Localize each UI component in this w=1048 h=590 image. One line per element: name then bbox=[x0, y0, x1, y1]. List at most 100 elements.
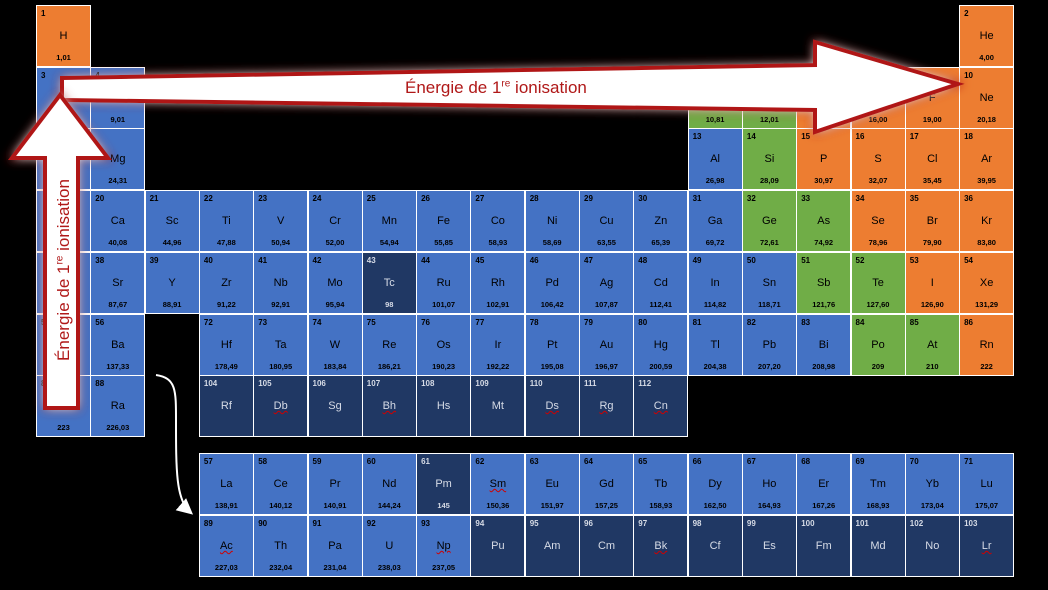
element-symbol: Ag bbox=[599, 276, 614, 289]
element-cell: 63 Eu 151,97 bbox=[524, 453, 580, 515]
atomic-mass: 144,24 bbox=[377, 501, 401, 510]
atomic-number: 97 bbox=[638, 519, 648, 528]
atomic-number: 62 bbox=[475, 457, 485, 466]
atomic-number: 76 bbox=[421, 317, 430, 327]
atomic-mass: 83,80 bbox=[977, 238, 996, 248]
atomic-number: 69 bbox=[855, 457, 865, 466]
element-cell: 31 Ga 69,72 bbox=[687, 190, 743, 253]
element-cell: 92 U 238,03 bbox=[361, 515, 417, 577]
element-cell: 105 Db bbox=[253, 375, 309, 438]
element-cell: 27 Co 58,93 bbox=[470, 190, 526, 253]
atomic-mass: 92,91 bbox=[271, 299, 291, 309]
element-cell: 13 Al 26,98 bbox=[687, 128, 743, 191]
element-cell: 75 Re 186,21 bbox=[361, 313, 417, 376]
element-symbol: Dy bbox=[708, 478, 722, 490]
atomic-number: 39 bbox=[149, 255, 159, 265]
atomic-number: 9 bbox=[909, 70, 915, 80]
element-cell: 39 Y 88,91 bbox=[144, 251, 200, 314]
atomic-number: 64 bbox=[584, 457, 593, 466]
atomic-number: 47 bbox=[584, 255, 593, 265]
element-cell: 26 Fe 55,85 bbox=[416, 190, 472, 253]
element-symbol: Es bbox=[762, 540, 776, 552]
element-cell: 14 Si 28,09 bbox=[741, 128, 797, 191]
element-symbol: Ho bbox=[762, 478, 777, 490]
atomic-number: 33 bbox=[801, 194, 811, 204]
element-symbol: Fm bbox=[815, 540, 832, 552]
element-symbol: Ni bbox=[546, 215, 558, 228]
atomic-mass: 164,93 bbox=[757, 501, 781, 510]
atomic-mass: 87,67 bbox=[108, 299, 128, 309]
element-symbol: Sg bbox=[328, 400, 342, 413]
element-symbol: Hf bbox=[220, 338, 232, 351]
atomic-mass: 52,00 bbox=[325, 238, 345, 248]
atomic-number: 66 bbox=[692, 457, 702, 466]
atomic-number: 94 bbox=[475, 519, 485, 528]
element-cell: 4 9,01 bbox=[90, 66, 146, 129]
atomic-mass: 138,91 bbox=[214, 501, 238, 510]
element-symbol: Te bbox=[872, 276, 884, 289]
element-symbol: Ga bbox=[707, 215, 723, 228]
atomic-mass: 9,01 bbox=[110, 114, 126, 124]
atomic-mass: 150,36 bbox=[486, 501, 510, 510]
atomic-number: 44 bbox=[421, 255, 430, 265]
atomic-number: 4 bbox=[95, 70, 100, 80]
element-cell: 100 Fm bbox=[796, 515, 852, 577]
element-cell: 10,81 bbox=[687, 66, 743, 129]
atomic-mass: 223 bbox=[57, 423, 70, 433]
element-symbol: Db bbox=[273, 400, 288, 413]
atomic-mass: 195,08 bbox=[540, 361, 564, 371]
element-cell: 112 Cn bbox=[633, 375, 689, 438]
atomic-mass: 118,71 bbox=[758, 299, 781, 309]
atomic-number: 3 bbox=[41, 70, 46, 80]
atomic-mass: 158,93 bbox=[649, 501, 673, 510]
element-cell: 21 Sc 44,96 bbox=[144, 190, 200, 253]
atomic-number: 49 bbox=[692, 255, 702, 265]
element-symbol: I bbox=[930, 276, 934, 289]
element-cell: 108 Hs bbox=[416, 375, 472, 438]
element-symbol: Bk bbox=[654, 540, 668, 552]
atomic-mass: 196,97 bbox=[595, 361, 618, 371]
element-cell: 2 He 4,00 bbox=[959, 5, 1015, 67]
atomic-mass: 200,59 bbox=[649, 361, 673, 371]
atomic-number: 91 bbox=[312, 519, 322, 528]
atomic-number: 92 bbox=[366, 519, 376, 528]
element-symbol: Cn bbox=[653, 400, 668, 413]
element-symbol: Al bbox=[710, 153, 720, 166]
element-symbol: Ra bbox=[110, 400, 125, 413]
atomic-number: 61 bbox=[421, 457, 430, 466]
element-symbol: Li bbox=[59, 91, 68, 104]
element-cell: 33 As 74,92 bbox=[796, 190, 852, 253]
atomic-number: 25 bbox=[366, 194, 376, 204]
element-symbol: Br bbox=[926, 215, 938, 228]
element-symbol: Si bbox=[764, 153, 775, 166]
atomic-mass: 140,91 bbox=[323, 501, 347, 510]
element-cell: 34 Se 78,96 bbox=[850, 190, 906, 253]
atomic-mass: 19,00 bbox=[922, 114, 942, 124]
element-cell: 40 Zr 91,22 bbox=[198, 251, 254, 314]
element-symbol: No bbox=[925, 540, 940, 552]
atomic-number: 35 bbox=[909, 194, 919, 204]
atomic-number: 63 bbox=[529, 457, 539, 466]
atomic-number: 20 bbox=[95, 194, 105, 204]
element-symbol: Yb bbox=[925, 478, 940, 490]
atomic-number: 75 bbox=[366, 317, 376, 327]
element-cell: 111 Rg bbox=[579, 375, 634, 438]
atomic-number: 27 bbox=[475, 194, 485, 204]
atomic-mass: 114,82 bbox=[703, 299, 727, 309]
element-symbol: Mn bbox=[381, 215, 397, 228]
atomic-mass: 65,39 bbox=[651, 238, 671, 248]
atomic-number: 101 bbox=[855, 519, 869, 528]
atomic-number: 79 bbox=[584, 317, 593, 327]
element-symbol: Pm bbox=[435, 478, 452, 490]
element-cell: 38 Sr 87,67 bbox=[90, 251, 146, 314]
element-symbol: Ca bbox=[110, 215, 125, 228]
atomic-mass: 112,41 bbox=[649, 299, 673, 309]
atomic-mass: 209 bbox=[871, 361, 885, 371]
element-cell: 99 Es bbox=[741, 515, 797, 577]
atomic-number: 34 bbox=[855, 194, 865, 204]
atomic-number: 48 bbox=[638, 255, 648, 265]
element-symbol: Bi bbox=[818, 338, 829, 351]
atomic-number: 14 bbox=[746, 132, 756, 142]
element-symbol: Cl bbox=[927, 153, 938, 166]
element-symbol: Ar bbox=[981, 153, 993, 166]
